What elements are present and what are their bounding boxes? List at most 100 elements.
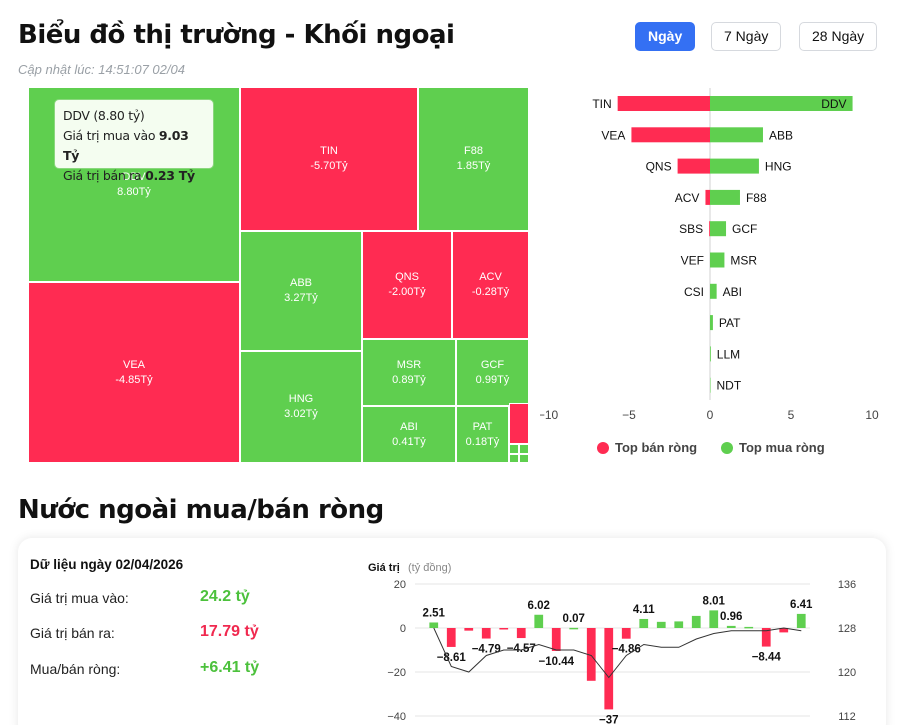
x-tick-label: 10 [865, 408, 879, 422]
tooltip-buy-row: Giá trị mua vào 9.03 Tỷ [63, 126, 205, 166]
net-bar-data-label: 0.07 [563, 613, 585, 625]
treemap-tile-pat[interactable]: PAT 0.18Tỷ [456, 406, 509, 463]
net-bar[interactable] [656, 621, 666, 628]
legend-sell-label: Top bán ròng [615, 440, 698, 455]
y2-tick-label: 136 [838, 579, 856, 591]
net-bar[interactable] [481, 628, 491, 639]
legend-sell[interactable]: Top bán ròng [597, 440, 697, 455]
tooltip-sell-row: Giá trị bán ra 0.23 Tỷ [63, 166, 205, 186]
tile-value: -0.28Tỷ [471, 286, 510, 298]
sell-bar-sbs[interactable] [709, 221, 710, 237]
net-value: +6.41 tỷ [200, 659, 260, 676]
tile-ticker: QNS [395, 271, 419, 283]
buy-bar-gcf[interactable] [710, 221, 727, 237]
sell-bar-vea[interactable] [631, 127, 710, 143]
net-bar-data-label: −4.86 [612, 644, 641, 656]
y2-tick-label: 112 [838, 711, 856, 723]
net-bar[interactable] [744, 626, 754, 629]
legend-buy[interactable]: Top mua ròng [721, 440, 825, 455]
treemap-tile-small-13[interactable] [509, 444, 519, 454]
net-bar[interactable] [551, 628, 561, 651]
net-bar[interactable] [779, 628, 789, 633]
net-bar[interactable] [761, 628, 771, 647]
net-bar-data-label: −8.44 [752, 652, 782, 664]
treemap-tile-hng[interactable]: HNG 3.02Tỷ [240, 351, 362, 463]
x-tick-label: 0 [707, 408, 714, 422]
buy-bar-hng[interactable] [710, 158, 759, 174]
sell-bar-tin[interactable] [617, 96, 710, 111]
net-bar[interactable] [674, 621, 684, 628]
buy-bar-abb[interactable] [710, 127, 763, 143]
net-bar[interactable] [429, 622, 439, 628]
net-bar-data-label: 0.96 [720, 611, 742, 623]
sell-bar-label: QNS [646, 160, 672, 174]
treemap-tile-qns[interactable]: QNS -2.00Tỷ [362, 231, 452, 339]
net-bar[interactable] [621, 628, 631, 639]
tile-value: 3.02Tỷ [284, 408, 318, 420]
tooltip-buy-label: Giá trị mua vào [63, 128, 156, 143]
buy-bar-label: PAT [719, 316, 741, 330]
net-bar-data-label: −4.79 [472, 644, 501, 656]
y2-tick-label: 120 [838, 667, 856, 679]
treemap-tile-msr[interactable]: MSR 0.89Tỷ [362, 339, 456, 406]
treemap-tile-abi[interactable]: ABI 0.41Tỷ [362, 406, 456, 463]
net-bar[interactable] [726, 625, 736, 628]
period-day-button[interactable]: Ngày [635, 22, 696, 51]
buy-bar-abi[interactable] [710, 283, 717, 299]
top-net-bar-chart: TIN DDV VEA ABB QNS HNG ACV F88 SBS GCF VEF MSR CSI A… [540, 88, 879, 422]
period-7day-button[interactable]: 7 Ngày [711, 22, 782, 51]
net-bar[interactable] [709, 610, 719, 628]
tooltip-title: DDV (8.80 tỷ) [63, 108, 145, 123]
buy-bar-ddv[interactable] [710, 96, 853, 111]
buy-bar-msr[interactable] [710, 252, 725, 268]
tile-value: -5.70Tỷ [310, 160, 348, 172]
net-bar[interactable] [569, 627, 579, 630]
treemap-tile-small-14[interactable] [519, 444, 529, 454]
treemap-tile-f88[interactable]: F88 1.85Tỷ [418, 87, 529, 231]
treemap-tile-small-16[interactable] [519, 454, 529, 463]
treemap-tile-small-15[interactable] [509, 454, 519, 463]
buy-bar-llm[interactable] [710, 346, 711, 362]
net-bar[interactable] [464, 628, 474, 631]
buy-bar-label: ABB [769, 128, 793, 142]
tooltip-sell-label: Giá trị bán ra [63, 168, 142, 183]
net-bar[interactable] [516, 628, 526, 639]
y-axis-title: Giá trị [368, 562, 400, 574]
net-bar-data-label: −4.57 [507, 643, 536, 655]
treemap-tile-tin[interactable]: TIN -5.70Tỷ [240, 87, 418, 231]
net-bar[interactable] [796, 613, 806, 628]
tile-ticker: ABB [289, 277, 312, 289]
net-trading-chart: Giá trị (tỷ đồng)20 0 −20 −40 136 128 120 112 2.5… [368, 562, 856, 725]
net-bar[interactable] [691, 615, 701, 628]
legend-buy-dot [721, 441, 733, 454]
treemap-tile-acv[interactable]: ACV -0.28Tỷ [452, 231, 529, 339]
buy-bar-label: MSR [730, 254, 757, 268]
x-tick-label: −5 [622, 408, 636, 422]
net-bar-data-label: −8.61 [437, 652, 467, 664]
period-28day-button[interactable]: 28 Ngày [799, 22, 878, 51]
treemap-tile-small-12[interactable] [509, 403, 529, 444]
index-line [433, 627, 802, 679]
buy-bar-label: GCF [732, 222, 757, 236]
net-bar[interactable] [446, 628, 456, 647]
net-bar[interactable] [534, 614, 544, 628]
y-tick-label: 20 [394, 579, 406, 591]
y-axis-unit: (tỷ đồng) [408, 562, 451, 574]
treemap-tile-vea[interactable]: VEA -4.85Tỷ [28, 282, 240, 463]
net-bar-data-label: 6.41 [790, 599, 813, 611]
tile-ticker: VEA [122, 358, 145, 371]
net-bar[interactable] [499, 628, 509, 630]
net-value-label: Mua/bán ròng: [30, 661, 121, 677]
net-bar-data-label: 8.01 [703, 595, 726, 607]
net-bar[interactable] [639, 618, 649, 628]
net-bar[interactable] [604, 628, 614, 710]
buy-bar-f88[interactable] [710, 189, 740, 205]
treemap-tile-abb[interactable]: ABB 3.27Tỷ [240, 231, 362, 351]
net-bar[interactable] [586, 628, 596, 681]
treemap-tile-gcf[interactable]: GCF 0.99Tỷ [456, 339, 529, 406]
sell-bar-acv[interactable] [705, 189, 710, 205]
sell-bar-qns[interactable] [677, 158, 710, 174]
tile-value: -4.85Tỷ [115, 373, 153, 386]
y-tick-label: −40 [387, 711, 406, 723]
buy-bar-pat[interactable] [710, 315, 713, 331]
